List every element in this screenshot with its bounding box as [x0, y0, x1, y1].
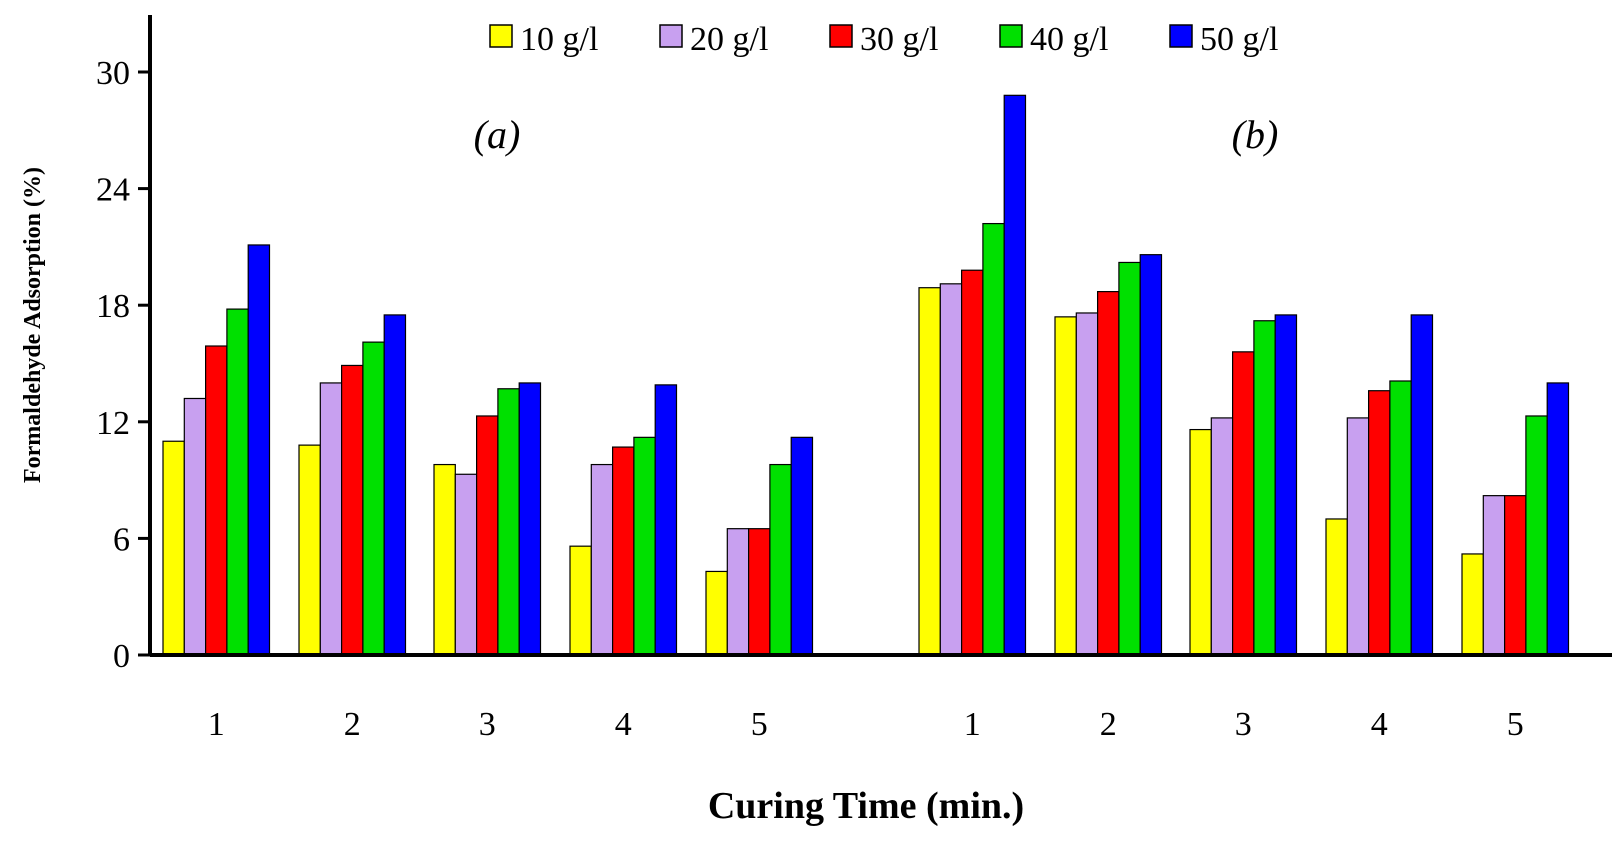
bar-panel-b-t5-10gl [1461, 553, 1484, 656]
legend-swatch [829, 24, 853, 48]
bar-panel-a-t3-40gl [497, 388, 520, 656]
bar-panel-b-t4-50gl [1410, 314, 1434, 656]
panel-label-b: (b) [1232, 112, 1279, 157]
legend-label: 40 g/l [1030, 21, 1108, 58]
bar-panel-a-t3-10gl [433, 463, 456, 656]
bar-panel-b-t4-20gl [1346, 417, 1370, 656]
bar-panel-a-t5-40gl [769, 463, 792, 656]
bar-panel-b-t1-20gl [939, 283, 963, 656]
y-tick-label: 0 [113, 638, 130, 675]
bar-panel-a-t2-40gl [362, 341, 385, 656]
panel-labels: (a) (b) [474, 112, 1279, 157]
legend-label: 30 g/l [860, 21, 938, 58]
bar-panel-b-t5-40gl [1525, 415, 1548, 656]
bar-panel-b-t2-40gl [1118, 261, 1141, 656]
x-tick-label: 3 [479, 706, 496, 743]
bar-panel-a-t4-40gl [633, 436, 656, 656]
y-axis-ticks: 0 6 12 18 24 30 [96, 55, 150, 675]
bar-panel-b-t3-10gl [1189, 428, 1212, 656]
y-tick-label: 6 [113, 521, 130, 558]
bar-panel-b-t2-30gl [1096, 290, 1120, 656]
legend-swatch [999, 24, 1023, 48]
bar-panel-a-t2-30gl [341, 364, 364, 656]
bar-panel-a-t4-10gl [569, 545, 592, 656]
bar-panel-a-t3-20gl [454, 473, 478, 656]
bar-panel-b-t1-30gl [960, 269, 984, 656]
bar-panel-a-t4-30gl [611, 446, 635, 656]
x-tick-label: 5 [751, 706, 768, 743]
bar-panel-a-t3-30gl [476, 415, 499, 656]
bar-panel-a-t1-40gl [226, 308, 249, 656]
bar-panel-a-t5-30gl [747, 528, 771, 656]
legend-swatch [659, 24, 683, 48]
bars-layer [162, 94, 1570, 656]
bar-panel-b-t5-50gl [1546, 382, 1570, 656]
x-tick-label: 2 [344, 706, 361, 743]
x-axis-ticks: 1 2 3 4 5 1 2 3 4 5 [208, 706, 1524, 743]
x-tick-label: 1 [208, 706, 225, 743]
x-axis-label: Curing Time (min.) [708, 785, 1024, 827]
bar-panel-a-t5-20gl [726, 528, 750, 656]
y-axis-label: Formaldehyde Adsorption (%) [20, 167, 46, 483]
bar-panel-b-t2-20gl [1075, 312, 1099, 656]
bar-panel-a-t1-50gl [247, 244, 271, 656]
legend: 10 g/l 20 g/l 30 g/l 40 g/l 50 g/l [489, 21, 1278, 58]
x-tick-label: 3 [1235, 706, 1252, 743]
x-tick-label: 2 [1100, 706, 1117, 743]
x-tick-label: 4 [1371, 706, 1388, 743]
y-tick-label: 30 [96, 55, 130, 92]
y-tick-label: 24 [96, 172, 130, 209]
bar-panel-a-t5-10gl [705, 570, 728, 656]
bar-panel-b-t3-30gl [1231, 351, 1255, 656]
bar-panel-b-t4-10gl [1325, 518, 1348, 656]
y-tick-label: 12 [96, 405, 130, 442]
bar-panel-a-t1-10gl [162, 440, 185, 656]
bar-panel-b-t1-40gl [982, 222, 1005, 656]
bar-panel-b-t2-10gl [1054, 316, 1077, 656]
bar-panel-a-t3-50gl [518, 382, 542, 656]
bar-panel-a-t2-50gl [383, 314, 407, 656]
bar-panel-b-t5-20gl [1482, 495, 1506, 656]
legend-label: 10 g/l [520, 21, 598, 58]
bar-panel-a-t2-10gl [298, 444, 321, 656]
x-tick-label: 1 [964, 706, 981, 743]
legend-label: 50 g/l [1200, 21, 1278, 58]
bar-panel-b-t1-10gl [918, 287, 941, 656]
legend-swatch [1169, 24, 1193, 48]
x-tick-label: 4 [615, 706, 632, 743]
legend-swatch [489, 24, 513, 48]
bar-panel-b-t4-40gl [1389, 380, 1412, 656]
bar-panel-a-t5-50gl [790, 436, 814, 656]
bar-panel-b-t3-20gl [1210, 417, 1234, 656]
y-tick-label: 18 [96, 288, 130, 325]
bar-panel-a-t1-30gl [205, 345, 228, 656]
axes-layer [148, 15, 1612, 657]
bar-panel-b-t3-50gl [1274, 314, 1298, 656]
bar-panel-b-t4-30gl [1367, 390, 1391, 656]
bar-panel-b-t3-40gl [1253, 320, 1276, 656]
legend-label: 20 g/l [690, 21, 768, 58]
bar-panel-a-t2-20gl [319, 382, 343, 656]
bar-panel-b-t5-30gl [1503, 495, 1527, 656]
bar-panel-a-t1-20gl [183, 397, 207, 656]
bar-panel-b-t1-50gl [1003, 94, 1027, 656]
bar-panel-a-t4-50gl [654, 384, 678, 656]
bar-panel-a-t4-20gl [590, 463, 614, 656]
bar-panel-b-t2-50gl [1139, 254, 1163, 656]
panel-label-a: (a) [474, 112, 521, 157]
x-tick-label: 5 [1507, 706, 1524, 743]
